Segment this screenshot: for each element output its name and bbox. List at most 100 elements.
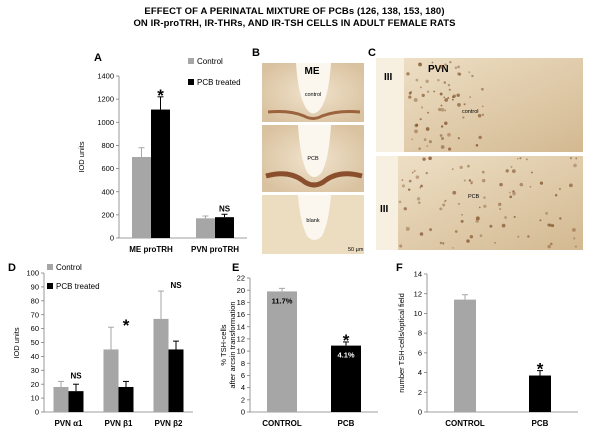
panel-c-label-pcb: PCB (468, 194, 480, 200)
stained-cell (574, 245, 577, 248)
chart-f-ytick-label: 12 (414, 289, 422, 298)
me-stain-control (267, 110, 361, 120)
stained-cell (512, 191, 516, 196)
chart-a-ns-label: NS (219, 204, 231, 213)
stained-cell (475, 219, 479, 223)
chart-d-ytick-label: 50 (31, 338, 39, 347)
chart-d-ytick-label: 100 (26, 269, 39, 278)
stained-cell (454, 66, 458, 70)
stained-cell (501, 223, 506, 228)
stained-cell (443, 200, 446, 203)
stained-cell (439, 134, 443, 137)
title-line-2: ON IR-proTRH, IR-THRs, AND IR-TSH CELLS … (133, 18, 456, 29)
stained-cell (505, 169, 509, 173)
chart-a-ytick-label: 800 (101, 141, 114, 150)
panel-c-header: PVN (428, 64, 449, 75)
stained-cell (456, 93, 460, 97)
stained-cell (444, 63, 447, 66)
chart-e-significance-star: * (343, 331, 350, 350)
stained-cell (421, 93, 425, 98)
stained-cell (504, 216, 507, 219)
stained-cell (554, 194, 558, 197)
stained-cell (499, 208, 502, 210)
stained-cell (429, 228, 433, 232)
stained-cell (457, 72, 461, 76)
chart-d-bar (168, 349, 184, 412)
chart-f-ytick-label: 10 (414, 309, 422, 318)
stained-cell (471, 74, 474, 78)
stained-cell (467, 164, 470, 168)
chart-d-ytick-label: 80 (31, 296, 39, 305)
chart-e-ytick-label: 8 (241, 359, 245, 368)
chart-e-ytick-label: 20 (237, 286, 245, 295)
me-ventricle-blank (298, 195, 331, 240)
stained-cell (469, 96, 472, 98)
stained-cell (481, 113, 485, 117)
stained-cell (463, 103, 466, 106)
chart-e-category-label: CONTROL (262, 419, 302, 428)
chart-e-ytick-label: 0 (241, 408, 245, 417)
chart-e-ytick-label: 16 (237, 310, 245, 319)
panel-b-header: ME (305, 66, 320, 77)
stained-cell (549, 242, 553, 246)
panel-c-ventricle-pcb: III (380, 204, 389, 215)
stained-cell (569, 183, 573, 188)
stained-cell (425, 79, 429, 83)
stained-cell (454, 230, 458, 233)
stained-cell (571, 227, 576, 232)
chart-e-ytick-label: 2 (241, 395, 245, 404)
chart-a-bar (151, 109, 170, 238)
chart-d-ytick-label: 10 (31, 394, 39, 403)
chart-a-ytick-label: 1400 (97, 72, 114, 81)
stained-cell (414, 129, 418, 134)
stained-cell (483, 196, 486, 199)
stained-cell (459, 165, 463, 170)
panel-b-scale: 50 μm (348, 247, 364, 253)
stained-cell (539, 181, 544, 185)
stained-cell (470, 182, 473, 185)
stained-cell (444, 109, 447, 112)
panel-letter-c: C (368, 47, 376, 59)
chart-a-legend-swatch (188, 58, 194, 64)
stained-cell (451, 168, 454, 171)
stained-cell (439, 207, 443, 211)
stained-cell (468, 71, 471, 74)
stained-cell (447, 132, 451, 137)
stained-cell (476, 110, 479, 113)
chart-e-ytick-label: 12 (237, 335, 245, 344)
stained-cell (466, 239, 470, 243)
stained-cell (439, 241, 443, 245)
stained-cell (527, 235, 530, 238)
chart-d-category-label: PVN α1 (54, 419, 83, 428)
chart-e-ytick-label: 6 (241, 371, 245, 380)
stained-cell (399, 244, 403, 248)
stained-cell (420, 184, 423, 188)
chart-d-ytick-label: 70 (31, 310, 39, 319)
stained-cell (433, 90, 436, 93)
stained-cell (398, 200, 402, 204)
stained-cell (447, 83, 451, 87)
chart-e-y-label: % TSH-cellsafter arcsin transformation (219, 301, 237, 388)
stained-cell (547, 244, 551, 249)
stained-cell (475, 216, 480, 221)
stained-cell (418, 62, 423, 67)
panel-letter-a: A (94, 52, 102, 64)
pvn-ventricle-control (376, 58, 404, 152)
chart-d-ytick-label: 40 (31, 352, 39, 361)
chart-d-ytick-label: 20 (31, 380, 39, 389)
stained-cell (551, 224, 555, 228)
panel-letter-d: D (8, 262, 16, 274)
stained-cell (479, 234, 483, 238)
stained-cell (444, 199, 447, 202)
stained-cell (442, 203, 446, 207)
stained-cell (420, 106, 424, 109)
stained-cell (411, 138, 414, 141)
chart-d-category-label: PVN β1 (104, 419, 133, 428)
chart-a-ytick-label: 400 (101, 187, 114, 196)
stained-cell (440, 125, 444, 128)
stained-cell (440, 104, 443, 107)
chart-d-bar (153, 318, 169, 412)
chart-f-significance-star: * (537, 360, 544, 379)
stained-cell (559, 217, 562, 220)
stained-cell (437, 107, 442, 112)
